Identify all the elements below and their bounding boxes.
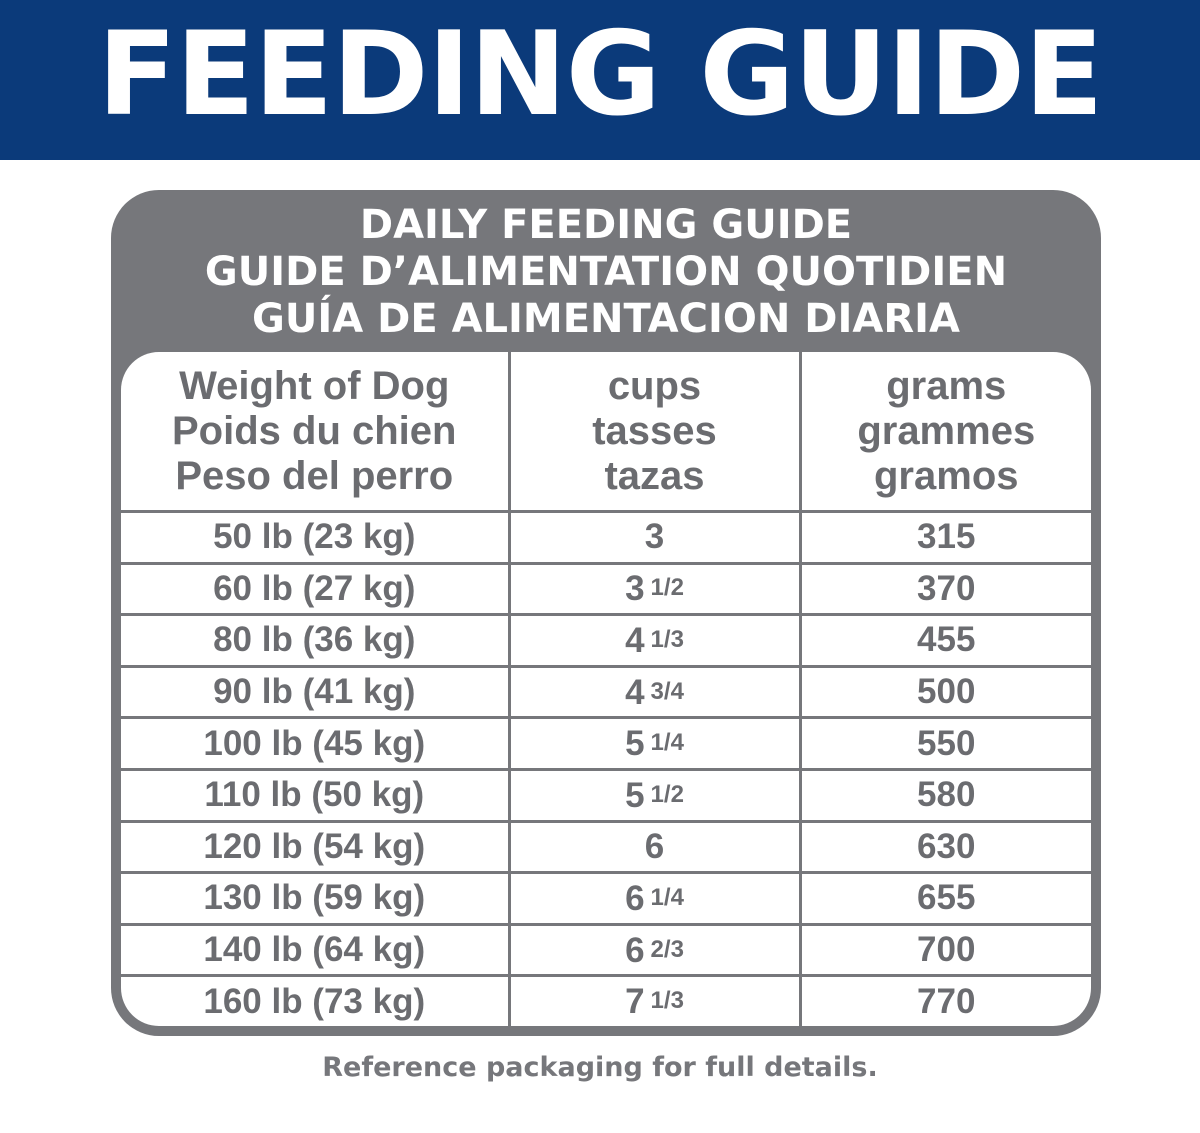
feeding-guide-card: DAILY FEEDING GUIDE GUIDE D’ALIMENTATION… [111,190,1101,1036]
table-row: 90 lb (41 kg) 4 3/4 500 [121,666,1091,720]
card-heading: DAILY FEEDING GUIDE GUIDE D’ALIMENTATION… [111,202,1101,343]
header-grams-fr: grammes [857,408,1036,453]
cell-cups: 4 3/4 [509,666,802,720]
heading-line-english: DAILY FEEDING GUIDE [359,202,853,248]
cell-grams: 455 [800,614,1091,668]
cell-weight: 100 lb (45 kg) [121,717,511,771]
feeding-table: Weight of Dog Poids du chien Peso del pe… [121,352,1091,1026]
table-row: 120 lb (54 kg) 6 630 [121,821,1091,875]
cell-weight: 50 lb (23 kg) [121,511,511,565]
heading-line-french: GUIDE D’ALIMENTATION QUOTIDIEN [204,249,1008,295]
cell-grams: 315 [800,511,1091,565]
heading-line-spanish: GUÍA DE ALIMENTACION DIARIA [252,296,960,342]
feeding-table-container: Weight of Dog Poids du chien Peso del pe… [121,352,1091,1026]
cell-cups: 5 1/2 [509,769,802,823]
title-banner: FEEDING GUIDE [0,0,1200,160]
cups-whole: 3 [625,569,645,609]
cups-whole: 4 [625,620,645,660]
cell-cups: 6 [509,821,802,875]
header-cups-en: cups [607,363,702,408]
cups-whole: 6 [625,878,645,918]
table-row: 130 lb (59 kg) 6 1/4 655 [121,872,1091,926]
cups-whole: 6 [625,930,645,970]
cell-grams: 655 [800,872,1091,926]
cell-weight: 130 lb (59 kg) [121,872,511,926]
header-weight: Weight of Dog Poids du chien Peso del pe… [121,352,511,513]
cups-whole: 5 [625,775,645,815]
cell-weight: 110 lb (50 kg) [121,769,511,823]
cell-grams: 550 [800,717,1091,771]
table-header-row: Weight of Dog Poids du chien Peso del pe… [121,352,1091,513]
cell-cups: 6 1/4 [509,872,802,926]
header-weight-es: Peso del perro [175,453,454,498]
cell-cups: 4 1/3 [509,614,802,668]
table-row: 50 lb (23 kg) 3 315 [121,511,1091,565]
cups-fraction: 1/3 [650,987,684,1015]
header-grams-en: grams [886,363,1007,408]
cell-cups: 3 [509,511,802,565]
table-row: 110 lb (50 kg) 5 1/2 580 [121,769,1091,823]
cups-fraction: 1/4 [650,729,684,757]
cups-fraction: 1/2 [650,574,684,602]
cell-weight: 120 lb (54 kg) [121,821,511,875]
cell-grams: 580 [800,769,1091,823]
table-row: 80 lb (36 kg) 4 1/3 455 [121,614,1091,668]
cups-fraction: 1/2 [650,780,684,808]
cell-grams: 500 [800,666,1091,720]
cups-fraction: 2/3 [650,935,684,963]
cell-cups: 6 2/3 [509,924,802,978]
table-row: 100 lb (45 kg) 5 1/4 550 [121,717,1091,771]
cups-whole: 7 [625,982,645,1022]
cell-weight: 80 lb (36 kg) [121,614,511,668]
footer-note: Reference packaging for full details. [322,1052,878,1083]
cups-whole: 5 [625,724,645,764]
header-weight-en: Weight of Dog [179,363,450,408]
cell-grams: 700 [800,924,1091,978]
cell-weight: 160 lb (73 kg) [121,975,511,1026]
table-body: 50 lb (23 kg) 3 315 60 lb (27 kg) 3 1/2 370 80 … [121,511,1091,1026]
cups-whole: 3 [644,517,665,557]
header-grams-es: gramos [874,453,1019,498]
table-row: 160 lb (73 kg) 7 1/3 770 [121,975,1091,1026]
cell-grams: 630 [800,821,1091,875]
table-row: 60 lb (27 kg) 3 1/2 370 [121,563,1091,617]
cups-whole: 4 [625,672,645,712]
header-cups: cups tasses tazas [509,352,802,513]
banner-title: FEEDING GUIDE [97,7,1104,142]
cell-weight: 140 lb (64 kg) [121,924,511,978]
table-row: 140 lb (64 kg) 6 2/3 700 [121,924,1091,978]
cell-cups: 5 1/4 [509,717,802,771]
cell-weight: 60 lb (27 kg) [121,563,511,617]
header-cups-fr: tasses [592,408,717,453]
header-weight-fr: Poids du chien [172,408,457,453]
cups-fraction: 1/4 [650,883,684,911]
cell-cups: 3 1/2 [509,563,802,617]
header-grams: grams grammes gramos [800,352,1091,513]
cell-cups: 7 1/3 [509,975,802,1026]
cell-weight: 90 lb (41 kg) [121,666,511,720]
cups-whole: 6 [644,826,665,866]
cell-grams: 370 [800,563,1091,617]
cups-fraction: 3/4 [650,677,684,705]
cups-fraction: 1/3 [650,625,684,653]
header-cups-es: tazas [604,453,705,498]
cell-grams: 770 [917,981,976,1021]
